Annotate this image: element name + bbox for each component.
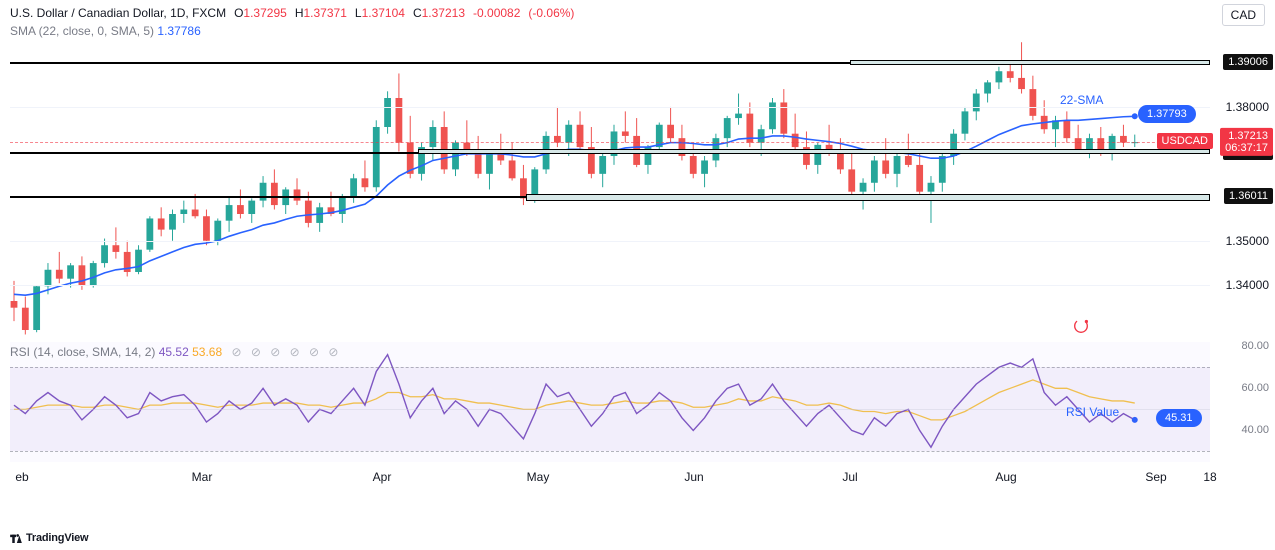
rsi-axis-label: 80.00 [1241,340,1269,352]
sma-value-bubble: 1.37793 [1138,105,1196,123]
rsi-sma-value: 53.68 [192,345,222,359]
instrument-title[interactable]: U.S. Dollar / Canadian Dollar, 1D, FXCM [10,6,226,20]
rsi-axis-label: 60.00 [1241,382,1269,394]
symbol-flag: USDCAD [1157,133,1213,149]
time-axis-label: Jul [842,470,857,484]
time-axis-label: Sep [1145,470,1166,484]
time-axis-label: Jun [684,470,703,484]
time-axis[interactable]: ebMarAprMayJunJulAugSep18 [10,470,1210,490]
price-axis-label: 1.38000 [1226,100,1269,114]
rsi-chart[interactable]: RSI Value 45.31 [10,342,1210,462]
rsi-value-bubble: 45.31 [1156,409,1202,427]
rsi-value: 45.52 [159,345,189,359]
change-abs: -0.00082 [473,6,520,20]
ohlc-close: C1.37213 [413,6,465,20]
price-chart[interactable]: 22-SMA 1.37793 [10,40,1210,330]
price-axis-label: 1.36011 [1224,188,1273,204]
change-pct: (-0.06%) [528,6,574,20]
sma-value: 1.37786 [157,24,200,38]
sma-annotation-label: 22-SMA [1060,93,1103,107]
price-axis-label: 1.34000 [1226,278,1269,292]
price-axis-label: 1.39006 [1223,54,1273,70]
last-price-tag: 1.3721306:37:17 [1220,128,1273,156]
time-axis-label: Aug [995,470,1016,484]
sma-indicator-label[interactable]: SMA (22, close, 0, SMA, 5) 1.37786 [10,24,201,38]
currency-selector[interactable]: CAD [1222,4,1265,26]
rsi-indicator-label[interactable]: RSI (14, close, SMA, 14, 2) 45.52 53.68 … [10,345,341,359]
rsi-axis-label: 40.00 [1241,424,1269,436]
rsi-axis[interactable]: 40.00 60.00 80.00 [1213,342,1275,462]
time-axis-label: Apr [373,470,392,484]
time-axis-label: Mar [192,470,213,484]
time-axis-label: May [527,470,550,484]
tradingview-icon [10,533,22,543]
loading-icon [1072,317,1090,335]
time-axis-label: 18 [1203,470,1216,484]
time-axis-label: eb [15,470,28,484]
chart-header: U.S. Dollar / Canadian Dollar, 1D, FXCM … [10,6,574,20]
price-axis-label: 1.35000 [1226,234,1269,248]
ohlc-high: H1.37371 [295,6,347,20]
indicator-settings-dots[interactable]: ⊘ ⊘ ⊘ ⊘ ⊘ ⊘ [231,345,341,359]
rsi-annotation-label: RSI Value [1066,405,1119,419]
tradingview-logo[interactable]: TradingView [10,532,88,544]
price-axis[interactable]: 1.340001.350001.360111.370001.380001.390… [1213,40,1275,330]
ohlc-open: O1.37295 [234,6,287,20]
ohlc-low: L1.37104 [355,6,405,20]
